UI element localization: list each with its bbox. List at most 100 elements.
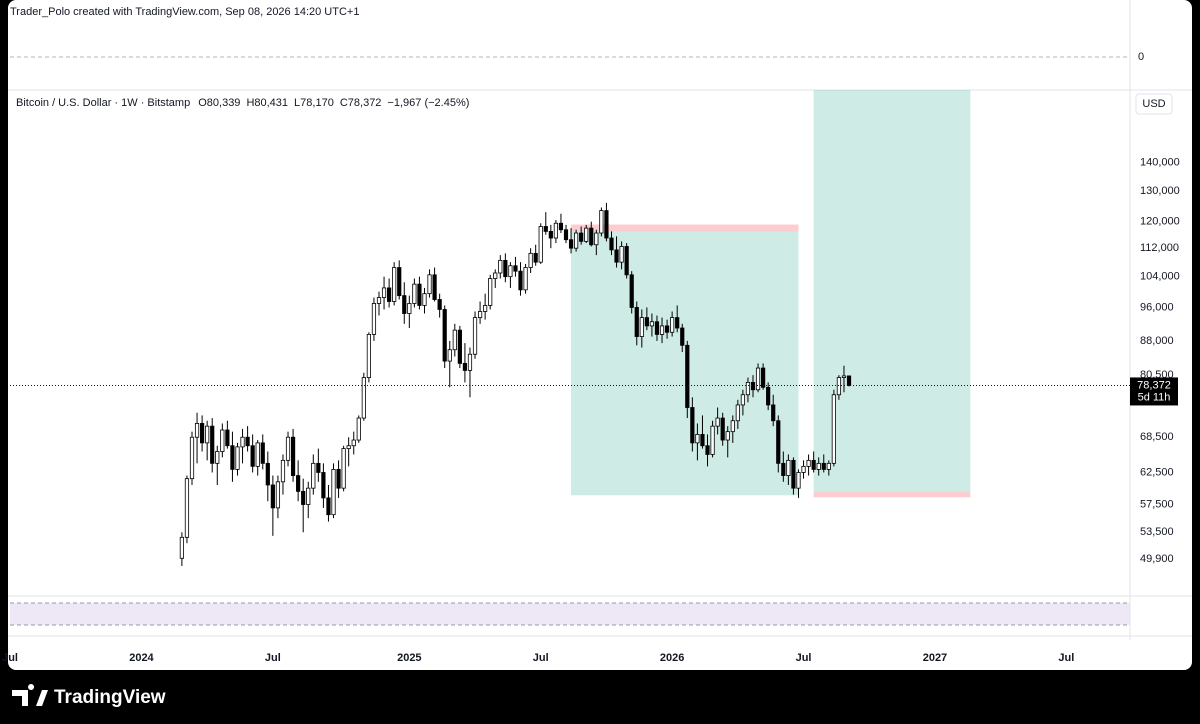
candle-body xyxy=(194,423,200,438)
candle-body xyxy=(225,429,230,447)
candle-body xyxy=(755,367,761,391)
candle-body xyxy=(392,267,397,302)
ohlc-value: 78,372 xyxy=(348,97,382,109)
candle-body xyxy=(543,226,548,232)
candle-body xyxy=(796,472,801,489)
candle-body xyxy=(189,436,195,480)
candle-body xyxy=(725,431,730,441)
candle-body xyxy=(210,425,215,464)
candle-body xyxy=(215,451,220,464)
candle-body xyxy=(381,287,387,298)
candle-body xyxy=(493,272,498,279)
candle-body xyxy=(245,436,250,447)
candle-body xyxy=(563,229,569,241)
x-tick-label: 2025 xyxy=(397,652,421,664)
candle-body xyxy=(336,469,341,489)
change: −1,967 (−2.45%) xyxy=(387,97,469,109)
candle-body xyxy=(609,237,614,251)
candle-body xyxy=(750,381,756,391)
candle-body xyxy=(472,317,478,355)
rsi-band xyxy=(10,603,1130,625)
x-tick-label: Jul xyxy=(1058,652,1074,664)
y-tick-label: 104,000 xyxy=(1140,271,1180,283)
ohlc-prefix: C xyxy=(340,97,348,109)
stop-zone xyxy=(571,224,799,232)
candle-body xyxy=(806,459,811,467)
logo-mark xyxy=(12,684,48,706)
candle-body xyxy=(816,462,821,470)
y-tick-label: 140,000 xyxy=(1140,156,1180,168)
candle-body xyxy=(467,353,473,371)
candle-body xyxy=(301,490,306,505)
currency: USD xyxy=(1142,98,1165,110)
candle-body xyxy=(690,407,695,444)
candle-body xyxy=(488,278,493,306)
candle-body xyxy=(285,436,291,461)
candle-body xyxy=(841,375,847,378)
last-price-label: 78,372 xyxy=(1137,379,1171,391)
ohlc-value: 80,431 xyxy=(254,97,288,109)
candle-body xyxy=(422,293,427,306)
candle-body xyxy=(781,462,786,476)
candle-body xyxy=(351,439,356,447)
caption: Trader_Polo created with TradingView.com… xyxy=(10,6,359,18)
x-tick-label: Jul xyxy=(533,652,549,664)
candle-body xyxy=(321,472,326,499)
overlay: Bitcoin / U.S. Dollar · 1W · Bitstamp O80… xyxy=(16,93,1173,115)
candle-body xyxy=(786,459,791,476)
candle-body xyxy=(427,274,432,295)
candle-body xyxy=(457,329,462,364)
candle-body xyxy=(280,459,286,483)
candle-body xyxy=(670,317,675,333)
candle-body xyxy=(356,417,361,441)
candle-body xyxy=(811,459,816,470)
candle-body xyxy=(260,442,265,464)
ohlc-value: 80,339 xyxy=(207,97,241,109)
ohlc-prefix: H xyxy=(246,97,254,109)
candle-body xyxy=(735,404,740,422)
candle-body xyxy=(205,425,210,444)
candle-body xyxy=(235,446,240,470)
candle-body xyxy=(745,381,751,396)
candle-body xyxy=(568,239,574,249)
candle-body xyxy=(518,270,523,291)
candle-body xyxy=(326,497,331,516)
candle-body xyxy=(483,305,488,312)
candle-body xyxy=(407,303,412,314)
candle-body xyxy=(513,265,518,272)
macd-tick-label: 0 xyxy=(1138,51,1144,63)
brand-logo: TradingView xyxy=(12,684,166,708)
candle-body xyxy=(680,327,685,346)
candle-body xyxy=(538,226,543,263)
candle-body xyxy=(533,252,538,263)
y-tick-label: 57,500 xyxy=(1140,498,1174,510)
candle-body xyxy=(528,252,533,268)
candle-body xyxy=(432,274,437,300)
candle-body xyxy=(331,469,336,516)
candle-body xyxy=(376,297,382,304)
y-tick-label: 120,000 xyxy=(1140,216,1180,228)
candle-body xyxy=(700,434,705,447)
candle-body xyxy=(801,465,806,473)
candle-body xyxy=(402,295,407,314)
last-price-box xyxy=(1130,377,1178,406)
countdown: 5d 11h xyxy=(1138,391,1171,403)
candle-body xyxy=(659,325,665,335)
candle-body xyxy=(275,481,281,509)
candle-body xyxy=(821,462,826,470)
candle-body xyxy=(558,222,564,231)
candle-body xyxy=(649,321,655,327)
candle-body xyxy=(826,462,831,470)
candle-body xyxy=(740,394,745,406)
candle-body xyxy=(452,329,457,351)
x-tick-label: Jul xyxy=(265,652,281,664)
symbol: Bitcoin / U.S. Dollar · 1W · Bitstamp xyxy=(16,97,190,109)
candle-body xyxy=(584,227,589,242)
x-tick-label: 2027 xyxy=(923,652,947,664)
candle-body xyxy=(761,367,766,388)
candle-body xyxy=(599,210,604,234)
candle-body xyxy=(604,210,609,239)
candle-body xyxy=(184,478,190,538)
candle-body xyxy=(442,309,447,362)
